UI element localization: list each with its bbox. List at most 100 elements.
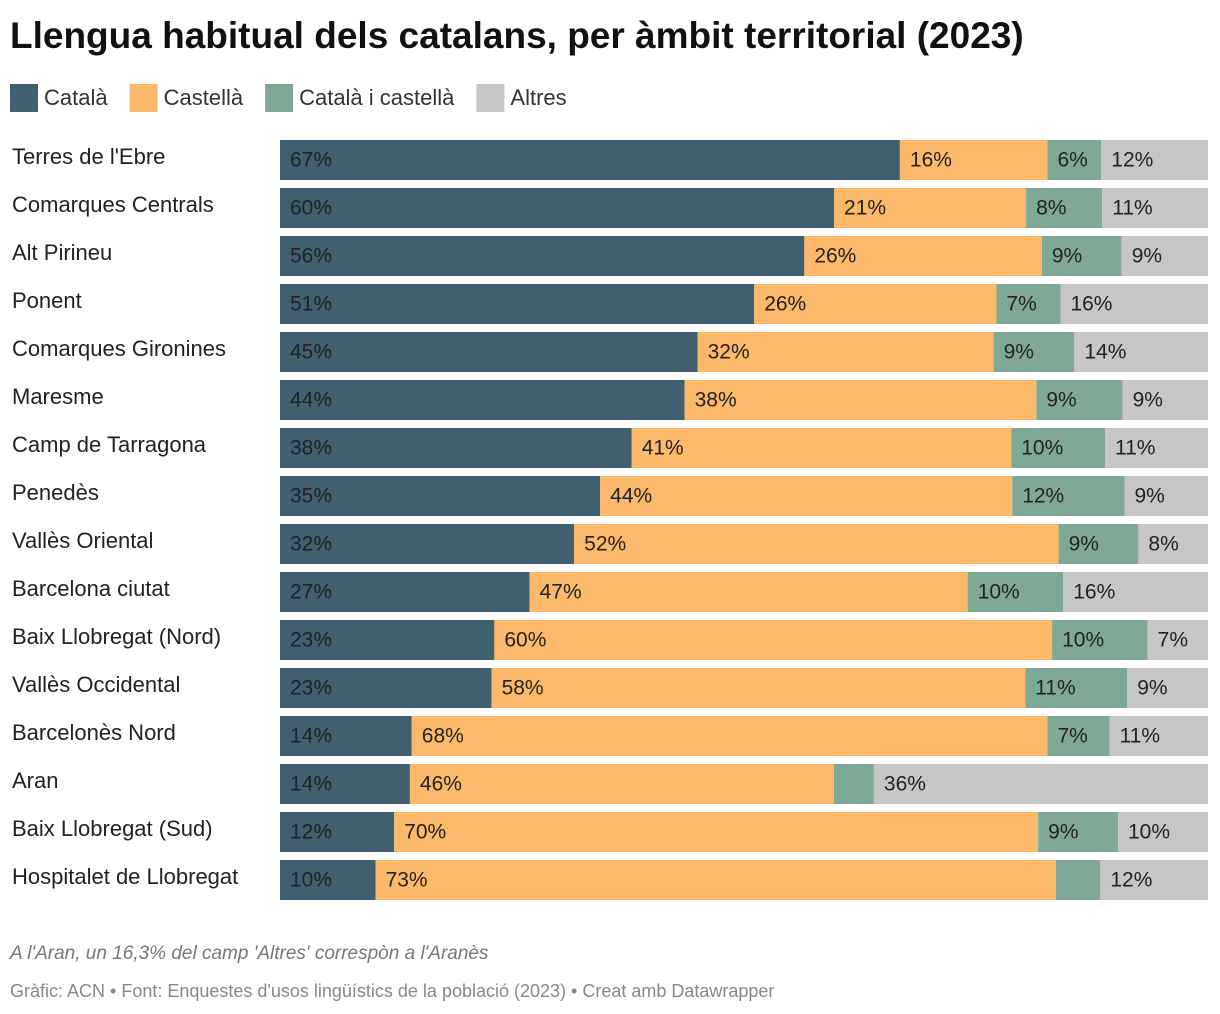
value-label: 60%: [290, 197, 332, 220]
chart-source: Gràfic: ACN • Font: Enquestes d'usos lin…: [10, 981, 774, 1001]
bar-segment: [280, 764, 410, 804]
bar-segment: [529, 572, 968, 612]
category-label: Barcelonès Nord: [12, 720, 176, 745]
bar-segment: [1055, 860, 1101, 900]
category-label: Barcelona ciutat: [12, 576, 170, 601]
value-label: 21%: [844, 197, 886, 220]
bar-segment: [280, 716, 412, 756]
bar-segment: [280, 236, 805, 276]
bar-segment: [600, 476, 1013, 516]
value-label: 27%: [290, 581, 332, 604]
bar-segment: [1025, 668, 1128, 708]
value-label: 23%: [290, 629, 332, 652]
value-label: 16%: [1073, 581, 1115, 604]
bar-segment: [280, 860, 376, 900]
value-label: 10%: [290, 869, 332, 892]
value-label: 9%: [1134, 485, 1164, 508]
bar-segment: [280, 188, 835, 228]
value-label: 32%: [290, 533, 332, 556]
value-label: 9%: [1052, 245, 1082, 268]
value-label: 8%: [1148, 533, 1178, 556]
bar-segment: [491, 668, 1026, 708]
value-label: 10%: [978, 581, 1020, 604]
value-label: 7%: [1158, 629, 1188, 652]
category-label: Alt Pirineu: [12, 240, 112, 265]
value-label: 23%: [290, 677, 332, 700]
value-label: 26%: [814, 245, 856, 268]
value-label: 68%: [422, 725, 464, 748]
legend-swatch: [129, 84, 158, 112]
value-label: 73%: [386, 869, 428, 892]
category-label: Hospitalet de Llobregat: [12, 864, 238, 889]
value-label: 8%: [1036, 197, 1066, 220]
bar-segment: [280, 524, 575, 564]
value-label: 52%: [584, 533, 626, 556]
bar-segment: [574, 524, 1059, 564]
value-label: 10%: [1021, 437, 1063, 460]
bar-segment: [1109, 716, 1208, 756]
value-label: 14%: [1084, 341, 1126, 364]
bar-segment: [1047, 716, 1110, 756]
value-label: 9%: [1004, 341, 1034, 364]
bar-segment: [993, 332, 1075, 372]
category-label: Ponent: [12, 288, 82, 313]
value-label: 9%: [1133, 389, 1163, 412]
bar-segment: [684, 380, 1037, 420]
legend-swatch: [476, 84, 505, 112]
bar-segment: [804, 236, 1042, 276]
chart-title: Llengua habitual dels catalans, per àmbi…: [10, 15, 1024, 56]
bar-segment: [394, 812, 1039, 852]
bar-segment: [834, 764, 874, 804]
bar-segment: [280, 476, 601, 516]
bar-segment: [280, 140, 900, 180]
value-label: 12%: [1022, 485, 1064, 508]
bar-segment: [1058, 524, 1139, 564]
value-label: 11%: [1112, 197, 1152, 220]
value-label: 9%: [1048, 821, 1078, 844]
category-label: Maresme: [12, 384, 104, 409]
value-label: 38%: [695, 389, 737, 412]
bar-segment: [1060, 284, 1208, 324]
bar-segment: [280, 668, 492, 708]
value-label: 14%: [290, 725, 332, 748]
legend-label: Altres: [510, 85, 566, 110]
value-label: 9%: [1137, 677, 1167, 700]
bar-segment: [1047, 140, 1102, 180]
bar-segment: [1117, 812, 1208, 852]
bar-segment: [967, 572, 1064, 612]
bar-segment: [899, 140, 1048, 180]
value-label: 70%: [404, 821, 446, 844]
value-label: 26%: [764, 293, 806, 316]
bar-segment: [280, 284, 755, 324]
bar-segment: [1127, 668, 1208, 708]
bar-segment: [1063, 572, 1208, 612]
bar-segment: [280, 332, 698, 372]
chart-note: A l'Aran, un 16,3% del camp 'Altres' cor…: [9, 943, 489, 964]
value-label: 32%: [708, 341, 750, 364]
bar-segment: [1138, 524, 1208, 564]
bar-segment: [280, 428, 632, 468]
legend-label: Català: [44, 85, 108, 110]
bar-segment: [1124, 476, 1208, 516]
value-label: 10%: [1062, 629, 1104, 652]
bar-segment: [280, 572, 530, 612]
value-label: 58%: [502, 677, 544, 700]
category-label: Baix Llobregat (Sud): [12, 816, 213, 841]
bar-segment: [411, 716, 1048, 756]
value-label: 46%: [420, 773, 462, 796]
value-label: 11%: [1115, 437, 1155, 460]
value-label: 11%: [1120, 725, 1160, 748]
value-label: 35%: [290, 485, 332, 508]
value-label: 9%: [1132, 245, 1162, 268]
value-label: 60%: [504, 629, 546, 652]
bar-segment: [1100, 860, 1208, 900]
bar-segment: [375, 860, 1056, 900]
bar-segment: [1038, 812, 1118, 852]
category-label: Vallès Occidental: [12, 672, 180, 697]
bar-segment: [1147, 620, 1208, 660]
legend-label: Català i castellà: [299, 85, 455, 110]
value-label: 12%: [1111, 149, 1153, 172]
value-label: 38%: [290, 437, 332, 460]
category-label: Camp de Tarragona: [12, 432, 207, 457]
